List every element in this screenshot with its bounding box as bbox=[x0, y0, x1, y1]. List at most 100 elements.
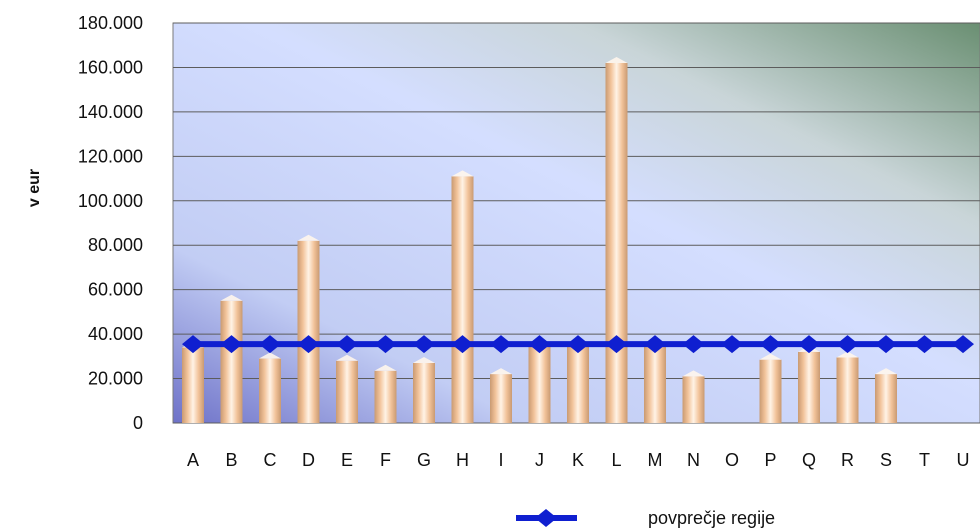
y-axis-label: v eur bbox=[26, 169, 43, 207]
average-marker bbox=[413, 335, 435, 354]
bar-cap bbox=[374, 364, 397, 371]
bar-body bbox=[682, 376, 705, 423]
x-tick-label: D bbox=[302, 450, 315, 470]
x-tick-label: U bbox=[957, 450, 970, 470]
bar-body bbox=[759, 359, 782, 423]
bar-cap bbox=[490, 368, 512, 375]
bar bbox=[182, 341, 204, 423]
y-tick-label: 40.000 bbox=[88, 324, 143, 344]
y-tick-label: 20.000 bbox=[88, 369, 143, 389]
bar-cap bbox=[875, 368, 897, 375]
average-marker bbox=[682, 335, 705, 354]
bar-body bbox=[182, 347, 204, 423]
bar bbox=[836, 351, 859, 423]
bar bbox=[336, 354, 358, 423]
x-tick-label: E bbox=[341, 450, 353, 470]
average-marker bbox=[220, 335, 243, 354]
y-tick-label: 80.000 bbox=[88, 235, 143, 255]
average-marker bbox=[374, 335, 397, 354]
x-tick-label: J bbox=[535, 450, 544, 470]
bar-cap bbox=[220, 294, 243, 301]
bar bbox=[682, 370, 705, 423]
x-tick-label: I bbox=[498, 450, 503, 470]
x-tick-label: K bbox=[572, 450, 584, 470]
bar bbox=[374, 364, 397, 423]
average-marker bbox=[336, 335, 358, 354]
bar bbox=[297, 234, 320, 423]
bar bbox=[490, 368, 512, 423]
bar-body bbox=[875, 374, 897, 423]
bar-body bbox=[528, 345, 551, 423]
average-marker bbox=[913, 335, 936, 354]
bar-cap bbox=[605, 57, 628, 63]
legend-marker-swatch bbox=[535, 509, 557, 527]
bar-body bbox=[644, 345, 666, 423]
x-tick-label: B bbox=[225, 450, 237, 470]
average-marker bbox=[297, 335, 320, 354]
bar-cap bbox=[259, 352, 281, 359]
bar-cap bbox=[336, 354, 358, 361]
bar-body bbox=[297, 240, 320, 423]
average-marker bbox=[875, 335, 897, 354]
bar bbox=[220, 294, 243, 423]
y-tick-label: 140.000 bbox=[78, 102, 143, 122]
bar-body bbox=[605, 63, 628, 423]
bar-body bbox=[413, 363, 435, 423]
legend-label: povprečje regije bbox=[648, 508, 775, 528]
bar-body bbox=[374, 370, 397, 423]
bar bbox=[605, 57, 628, 423]
average-marker bbox=[182, 335, 204, 354]
y-tick-label: 120.000 bbox=[78, 146, 143, 166]
bar bbox=[759, 353, 782, 423]
bar-body bbox=[451, 176, 474, 423]
bar-body bbox=[220, 300, 243, 423]
bar-cap bbox=[451, 170, 474, 177]
average-marker bbox=[759, 335, 782, 354]
bar-cap bbox=[682, 370, 705, 377]
average-marker bbox=[721, 335, 743, 354]
average-line bbox=[182, 335, 974, 354]
y-tick-label: 60.000 bbox=[88, 280, 143, 300]
average-marker bbox=[451, 335, 474, 354]
y-tick-label: 0 bbox=[133, 413, 143, 433]
y-tick-label: 160.000 bbox=[78, 57, 143, 77]
bar bbox=[451, 170, 474, 423]
y-tick-label: 180.000 bbox=[78, 13, 143, 33]
x-tick-label: N bbox=[687, 450, 700, 470]
x-tick-label: P bbox=[764, 450, 776, 470]
average-marker bbox=[567, 335, 589, 354]
x-tick-label: S bbox=[880, 450, 892, 470]
x-tick-label: C bbox=[264, 450, 277, 470]
x-tick-label: H bbox=[456, 450, 469, 470]
x-tick-label: R bbox=[841, 450, 854, 470]
bar-body bbox=[336, 360, 358, 423]
bar-cap bbox=[297, 234, 320, 241]
x-tick-label: L bbox=[611, 450, 621, 470]
bar-body bbox=[836, 357, 859, 423]
bar bbox=[259, 352, 281, 423]
average-marker bbox=[798, 335, 820, 354]
x-tick-label: A bbox=[187, 450, 199, 470]
average-marker bbox=[952, 335, 974, 354]
x-tick-label: G bbox=[417, 450, 431, 470]
average-marker bbox=[490, 335, 512, 354]
bars bbox=[182, 57, 897, 423]
bar-cap bbox=[759, 353, 782, 360]
average-marker bbox=[528, 335, 551, 354]
x-tick-label: Q bbox=[802, 450, 816, 470]
bar-body bbox=[259, 358, 281, 423]
x-tick-label: M bbox=[648, 450, 663, 470]
average-marker bbox=[259, 335, 281, 354]
x-tick-label: T bbox=[919, 450, 930, 470]
bar-body bbox=[798, 351, 820, 423]
bar bbox=[875, 368, 897, 423]
bar-body bbox=[490, 374, 512, 423]
bar bbox=[798, 345, 820, 423]
average-marker bbox=[605, 335, 628, 354]
bar bbox=[413, 357, 435, 423]
bar-cap bbox=[413, 357, 435, 363]
y-tick-label: 100.000 bbox=[78, 191, 143, 211]
x-axis-ticks: A B C D E F G H I J K L M N O P Q R S T U bbox=[187, 450, 970, 470]
y-axis-ticks: 0 20.000 40.000 60.000 80.000 100.000 120.000 1… bbox=[78, 13, 143, 433]
